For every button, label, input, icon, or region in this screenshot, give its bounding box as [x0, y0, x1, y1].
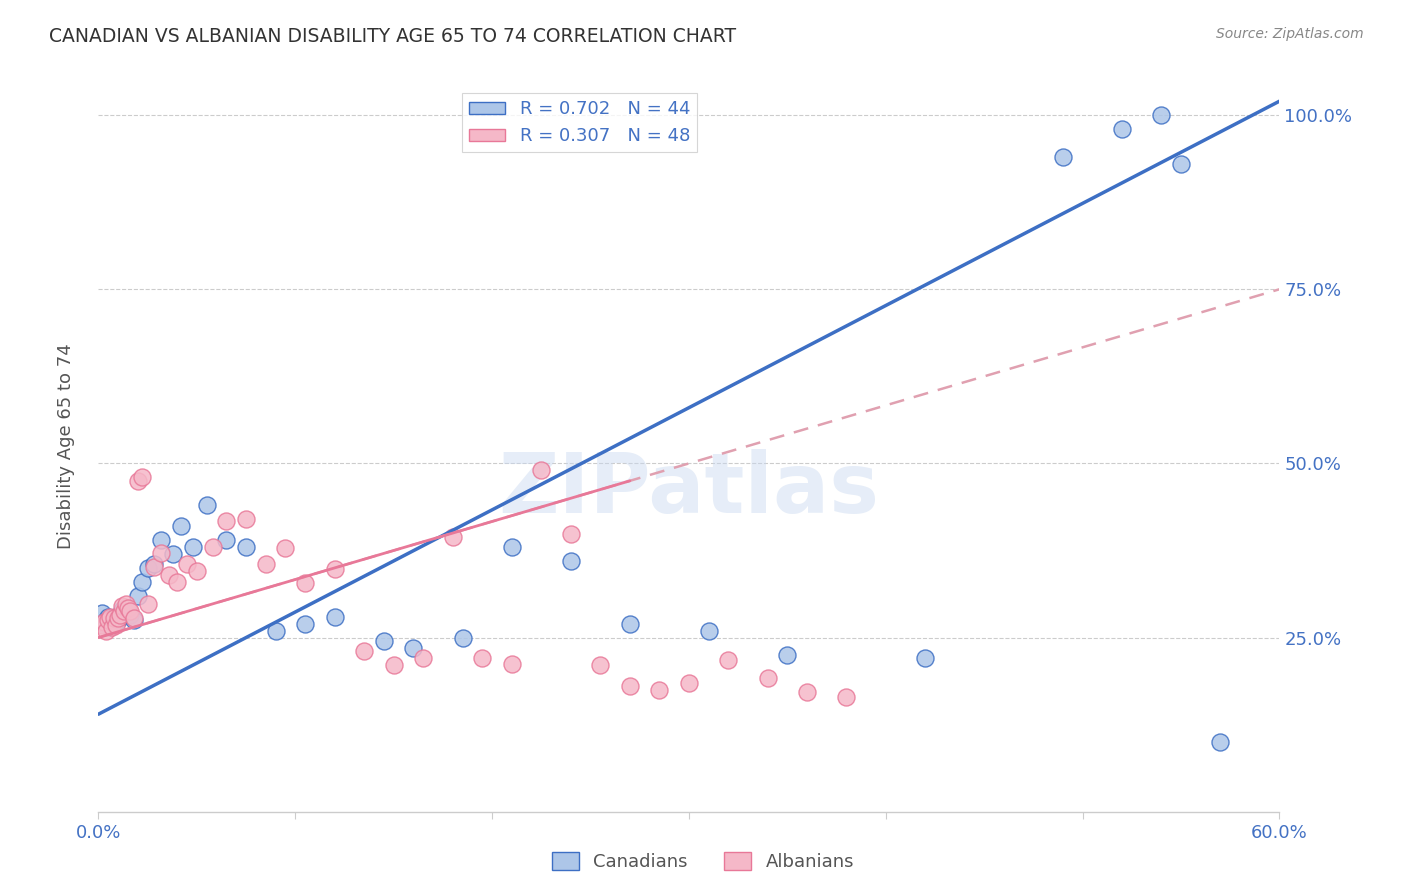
Point — [127, 589, 149, 603]
Point — [127, 474, 149, 488]
Point — [697, 624, 720, 638]
Point — [97, 613, 120, 627]
Text: Source: ZipAtlas.com: Source: ZipAtlas.com — [1216, 27, 1364, 41]
Text: ZIPatlas: ZIPatlas — [499, 450, 879, 531]
Point — [619, 679, 641, 693]
Point — [254, 558, 277, 572]
Point — [115, 601, 138, 615]
Point — [648, 682, 671, 697]
Point — [1150, 108, 1173, 122]
Point — [108, 609, 131, 624]
Point — [122, 611, 145, 625]
Point — [157, 567, 180, 582]
Point — [98, 620, 121, 634]
Point — [122, 613, 145, 627]
Point — [796, 685, 818, 699]
Point — [914, 651, 936, 665]
Point — [112, 606, 135, 620]
Point — [1111, 122, 1133, 136]
Point — [150, 533, 173, 547]
Point — [530, 463, 553, 477]
Point — [560, 554, 582, 568]
Point — [101, 611, 124, 625]
Point — [142, 558, 165, 572]
Point — [323, 562, 346, 576]
Point — [91, 618, 114, 632]
Point — [176, 558, 198, 572]
Point — [142, 559, 165, 574]
Point — [756, 671, 779, 685]
Point — [96, 624, 118, 638]
Point — [181, 540, 204, 554]
Point — [402, 640, 425, 655]
Point — [412, 651, 434, 665]
Point — [93, 615, 115, 630]
Point — [215, 533, 238, 547]
Point — [235, 540, 257, 554]
Point — [115, 597, 138, 611]
Point — [1209, 735, 1232, 749]
Point — [111, 599, 134, 614]
Point — [136, 597, 159, 611]
Point — [111, 603, 134, 617]
Point — [136, 561, 159, 575]
Point — [103, 611, 125, 625]
Point — [201, 540, 224, 554]
Point — [1170, 157, 1192, 171]
Legend: Canadians, Albanians: Canadians, Albanians — [544, 845, 862, 879]
Point — [108, 607, 131, 622]
Point — [717, 653, 740, 667]
Point — [353, 644, 375, 658]
Point — [776, 648, 799, 662]
Point — [93, 616, 115, 631]
Point — [619, 616, 641, 631]
Point — [150, 545, 173, 559]
Point — [98, 609, 121, 624]
Point — [91, 606, 114, 620]
Legend: R = 0.702   N = 44, R = 0.307   N = 48: R = 0.702 N = 44, R = 0.307 N = 48 — [461, 93, 697, 153]
Point — [501, 657, 523, 671]
Point — [117, 601, 139, 615]
Point — [170, 519, 193, 533]
Point — [451, 631, 474, 645]
Point — [112, 604, 135, 618]
Point — [1052, 150, 1074, 164]
Point — [105, 618, 128, 632]
Point — [97, 609, 120, 624]
Point — [107, 613, 129, 627]
Text: CANADIAN VS ALBANIAN DISABILITY AGE 65 TO 74 CORRELATION CHART: CANADIAN VS ALBANIAN DISABILITY AGE 65 T… — [49, 27, 737, 45]
Point — [235, 512, 257, 526]
Point — [195, 498, 218, 512]
Point — [103, 618, 125, 632]
Point — [96, 613, 118, 627]
Point — [107, 611, 129, 625]
Point — [835, 690, 858, 704]
Point — [264, 624, 287, 638]
Point — [131, 470, 153, 484]
Point — [382, 658, 405, 673]
Point — [105, 615, 128, 630]
Point — [274, 541, 297, 556]
Point — [118, 604, 141, 618]
Point — [441, 530, 464, 544]
Point — [117, 604, 139, 618]
Point — [186, 565, 208, 579]
Point — [589, 658, 612, 673]
Point — [118, 608, 141, 623]
Point — [471, 651, 494, 665]
Point — [294, 576, 316, 591]
Point — [101, 620, 124, 634]
Y-axis label: Disability Age 65 to 74: Disability Age 65 to 74 — [56, 343, 75, 549]
Point — [560, 527, 582, 541]
Point — [501, 540, 523, 554]
Point — [131, 574, 153, 589]
Point — [215, 514, 238, 528]
Point — [166, 574, 188, 589]
Point — [678, 676, 700, 690]
Point — [162, 547, 184, 561]
Point — [294, 616, 316, 631]
Point — [373, 634, 395, 648]
Point — [323, 609, 346, 624]
